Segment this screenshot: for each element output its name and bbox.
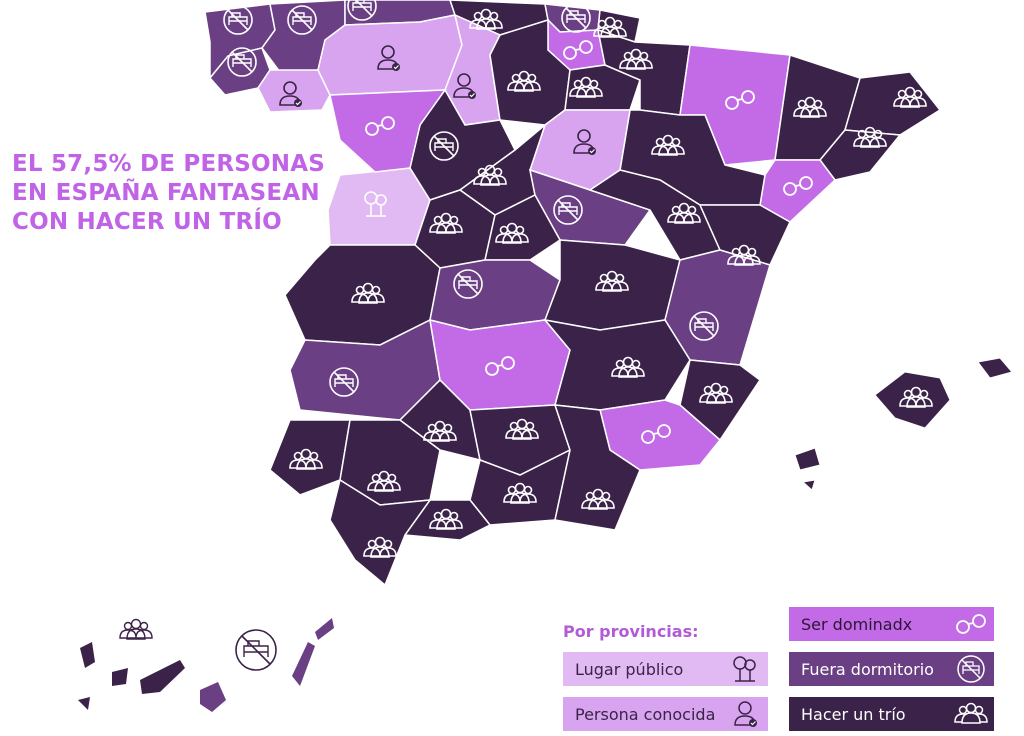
province-baleares-menorca — [977, 357, 1013, 379]
legend-item-lugar-publico: Lugar público — [563, 652, 768, 686]
province-canarias-gran-canaria — [200, 682, 226, 712]
province-canarias-west-2 — [112, 668, 128, 686]
province-cadiz — [329, 478, 432, 587]
legend-label: Hacer un trío — [801, 704, 906, 724]
headline-line-2: EN ESPAÑA FANTASEAN — [12, 180, 320, 206]
province-baleares-ibiza — [794, 447, 821, 471]
province-barcelona — [819, 129, 902, 181]
no-bed-icon — [957, 655, 985, 683]
handcuffs-icon — [956, 614, 986, 634]
legend-label: Persona conocida — [575, 704, 716, 724]
province-canarias-tenerife — [140, 660, 185, 694]
legend-item-persona-conocida: Persona conocida — [563, 697, 768, 731]
province-almeria — [553, 404, 641, 531]
legend-title: Por provincias: — [563, 622, 699, 641]
legend-item-fuera-dormitorio: Fuera dormitorio — [789, 652, 994, 686]
province-canarias-fuerteventura — [292, 642, 315, 686]
legend-label: Fuera dormitorio — [801, 659, 934, 679]
headline-line-1: EL 57,5% DE PERSONAS — [12, 151, 325, 177]
province-canarias-west-1 — [80, 642, 95, 668]
group-icon — [119, 618, 153, 640]
group-icon — [954, 702, 988, 724]
province-girona — [844, 71, 942, 136]
province-alicante — [679, 359, 762, 442]
legend-item-ser-dominadx: Ser dominadx — [789, 607, 994, 641]
headline: EL 57,5% DE PERSONAS EN ESPAÑA FANTASEAN… — [12, 150, 342, 237]
legend-label: Lugar público — [575, 659, 684, 679]
province-canarias-west-3 — [78, 697, 90, 710]
province-ourense-south — [329, 89, 447, 173]
province-baleares-formentera — [801, 479, 816, 491]
legend-item-hacer-un-trio: Hacer un trío — [789, 697, 994, 731]
province-toledo — [429, 259, 561, 331]
no-bed-icon — [235, 629, 277, 671]
province-la-rioja — [564, 64, 641, 111]
province-albacete — [543, 318, 691, 411]
province-baleares-mallorca — [874, 371, 951, 429]
legend-label: Ser dominadx — [801, 614, 913, 634]
tree-icon — [733, 656, 756, 682]
province-canarias-lanzarote — [315, 618, 334, 640]
province-zamora — [327, 167, 431, 246]
headline-line-3: CON HACER UN TRÍO — [12, 209, 282, 235]
person-check-icon — [734, 701, 757, 727]
